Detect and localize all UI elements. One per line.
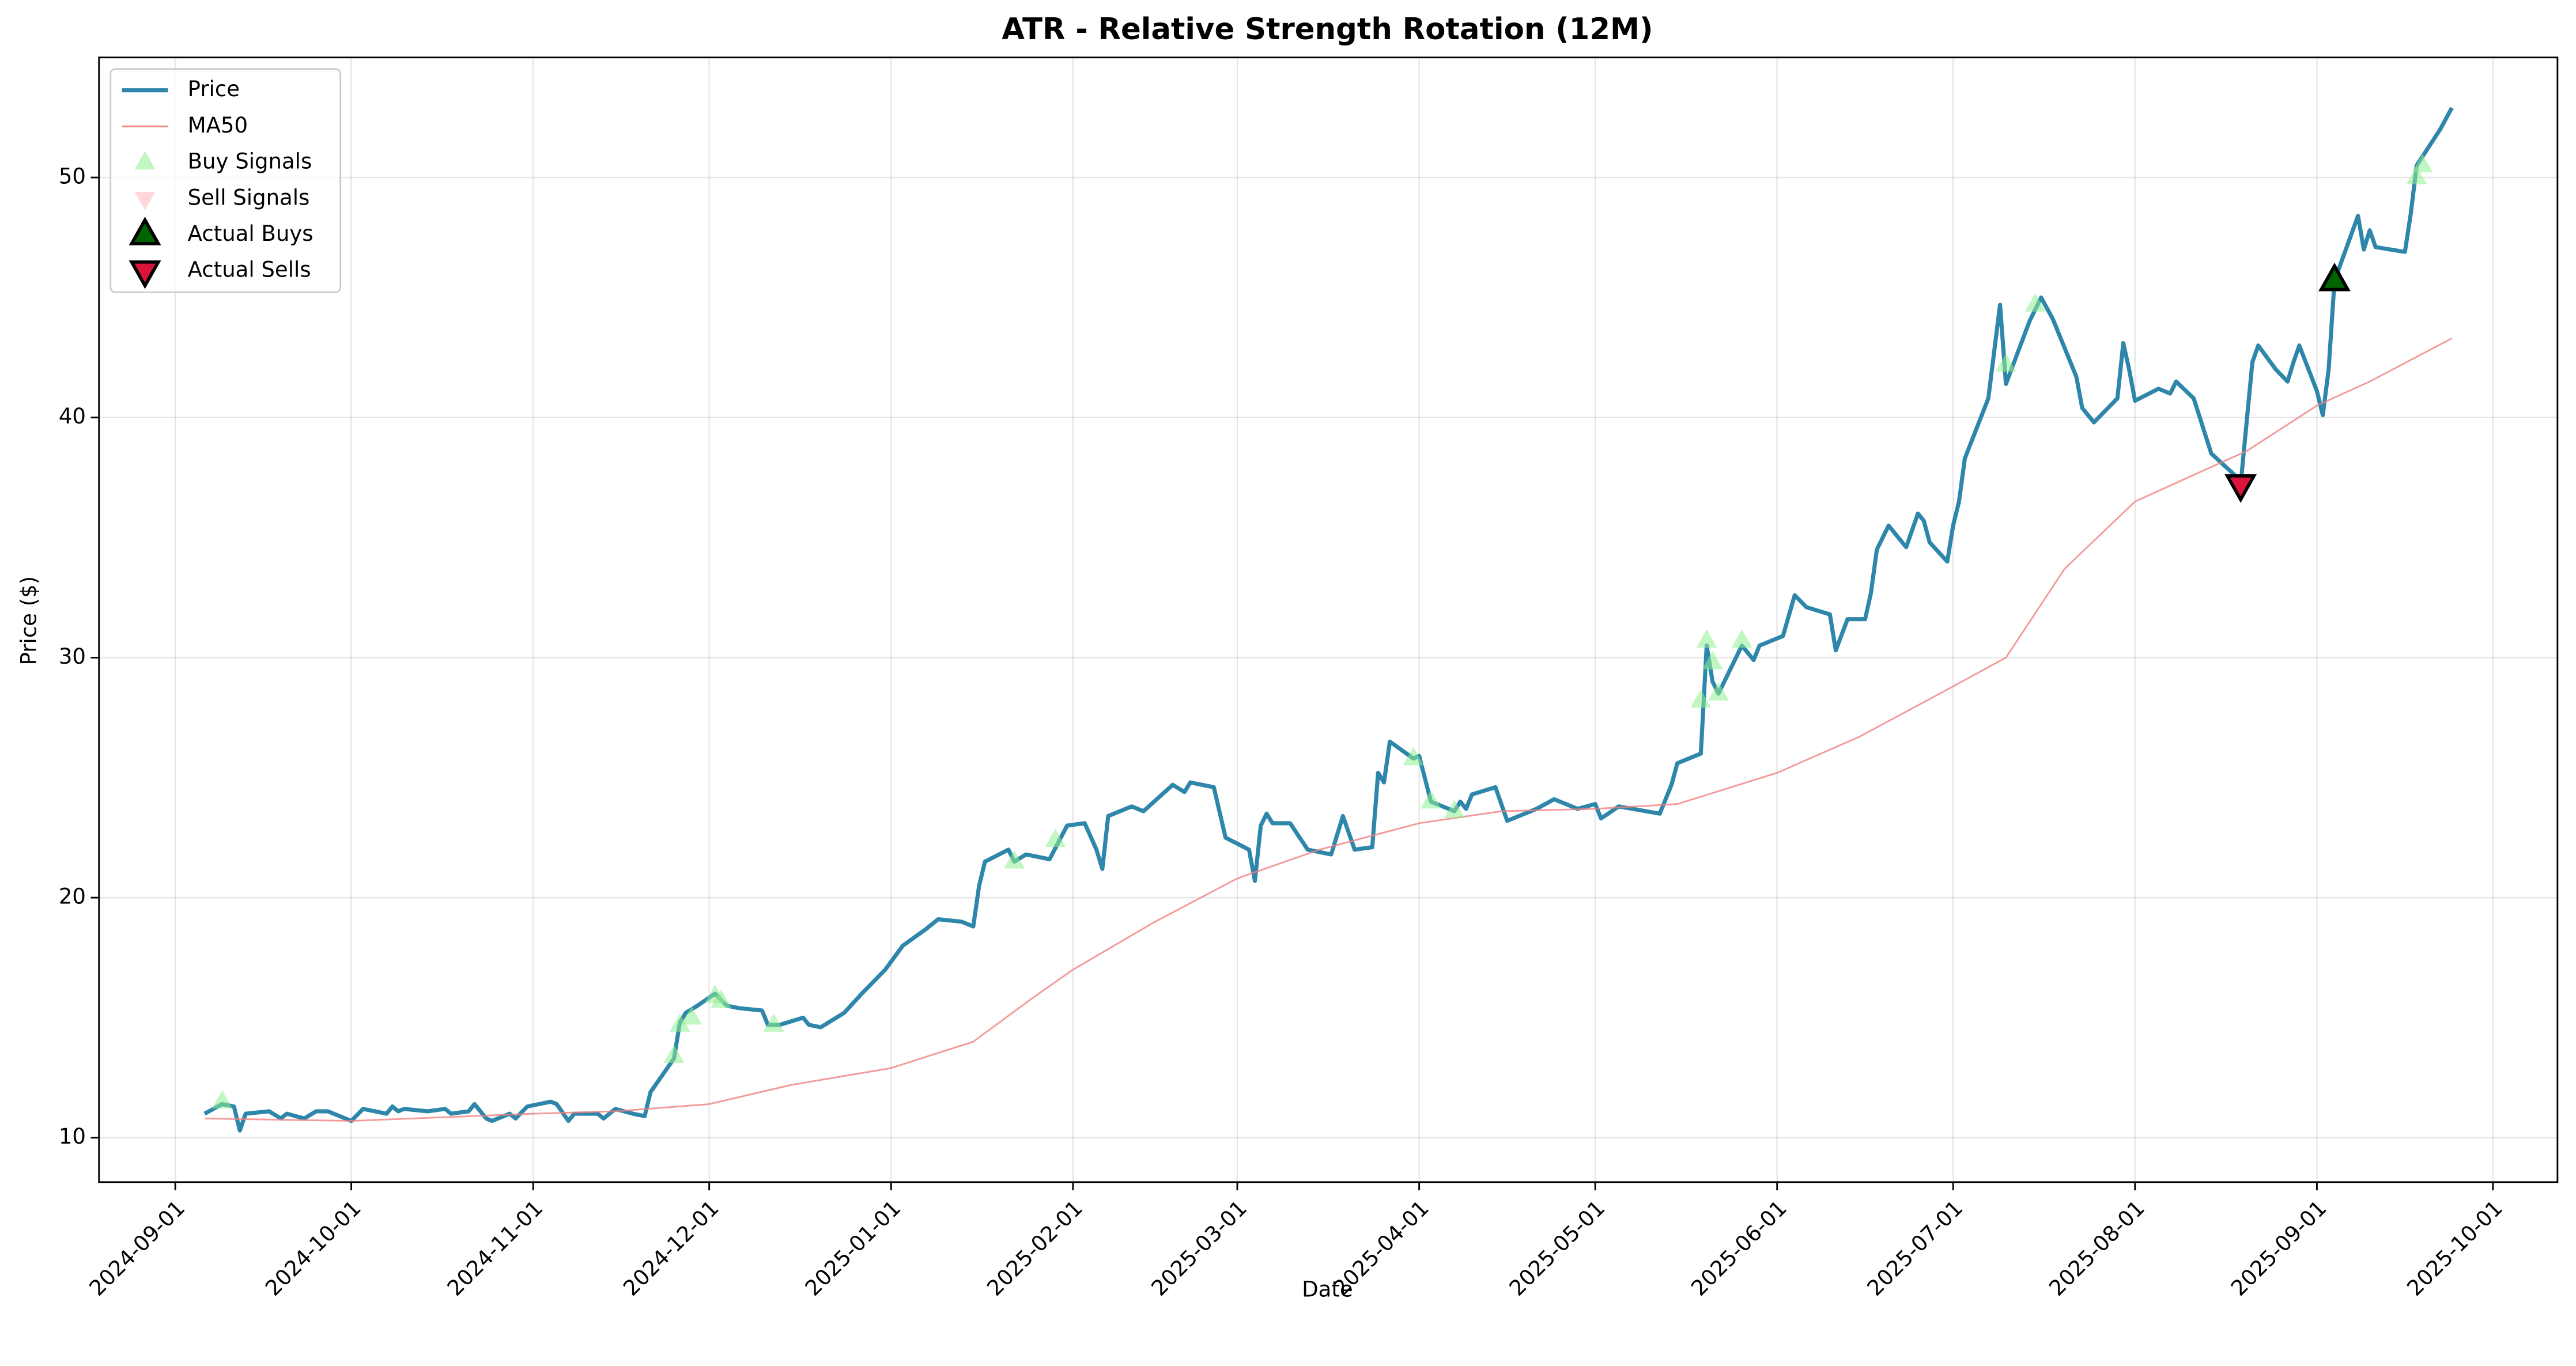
y-tick-label: 30: [59, 644, 86, 669]
signal-marker: [711, 989, 731, 1008]
y-tick-label: 50: [59, 164, 86, 189]
signal-marker: [2412, 154, 2433, 173]
signal-marker: [1708, 682, 1729, 701]
signal-marker: [2024, 293, 2046, 312]
chart-title: ATR - Relative Strength Rotation (12M): [1002, 12, 1653, 47]
legend-label: Buy Signals: [188, 149, 312, 174]
legend-marker: [129, 260, 161, 289]
signal-marker: [1696, 629, 1717, 648]
legend-marker: [134, 151, 156, 170]
y-tick-label: 10: [59, 1124, 86, 1149]
plot-frame: [98, 56, 2559, 1183]
signal-marker: [2406, 166, 2427, 185]
legend-label: Sell Signals: [188, 185, 310, 210]
signal-marker: [211, 1090, 233, 1109]
signal-marker: [2224, 474, 2257, 503]
signal-marker: [763, 1013, 784, 1032]
legend-marker: [134, 191, 156, 210]
legend-marker: [129, 217, 161, 245]
signal-marker: [1045, 828, 1066, 847]
signal-marker: [681, 1006, 702, 1025]
signal-marker: [1702, 650, 1723, 669]
legend-label: MA50: [188, 113, 248, 138]
signal-marker: [1731, 629, 1752, 648]
signal-marker: [1004, 850, 1025, 869]
signal-marker: [1444, 800, 1465, 819]
y-tick-label: 20: [59, 884, 86, 909]
signal-marker: [663, 1045, 685, 1064]
signal-marker: [1421, 790, 1441, 809]
signal-marker: [2318, 262, 2351, 292]
legend-label: Actual Sells: [188, 258, 311, 282]
signal-marker: [1403, 747, 1424, 766]
legend-box: [109, 68, 342, 293]
y-tick-label: 40: [59, 404, 86, 429]
legend-label: Actual Buys: [188, 221, 313, 246]
legend-label: Price: [188, 77, 240, 101]
signal-marker: [1690, 689, 1712, 708]
x-axis-label: Date: [1302, 1277, 1353, 1301]
signal-marker: [1995, 353, 2016, 372]
y-axis-label: Price ($): [17, 576, 41, 665]
signal-marker: [669, 1013, 690, 1032]
